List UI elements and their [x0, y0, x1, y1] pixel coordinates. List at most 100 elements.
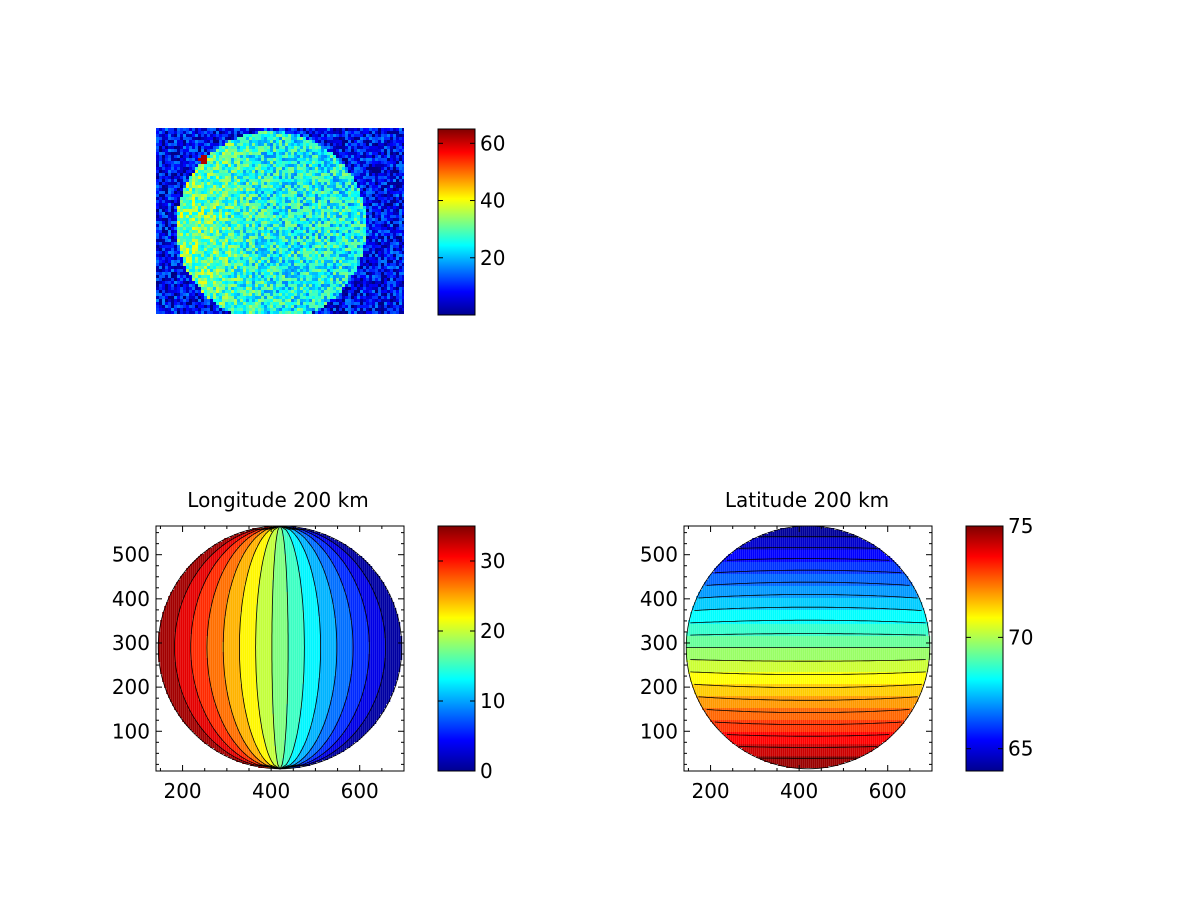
image-pixel [393, 296, 396, 299]
image-pixel [192, 200, 195, 203]
image-pixel [306, 287, 309, 290]
image-pixel [321, 305, 324, 308]
image-pixel [210, 299, 213, 302]
image-pixel [360, 170, 363, 173]
image-pixel [177, 218, 180, 221]
image-pixel [342, 146, 345, 149]
image-pixel [321, 242, 324, 245]
image-pixel [192, 140, 195, 143]
image-pixel [279, 257, 282, 260]
image-pixel [192, 170, 195, 173]
image-pixel [201, 233, 204, 236]
image-pixel [258, 197, 261, 200]
image-pixel [309, 209, 312, 212]
image-pixel [159, 308, 162, 311]
image-pixel [339, 128, 342, 131]
image-pixel [309, 248, 312, 251]
image-pixel [261, 242, 264, 245]
image-pixel [387, 170, 390, 173]
image-pixel [252, 155, 255, 158]
image-pixel [213, 254, 216, 257]
image-pixel [225, 197, 228, 200]
image-pixel [381, 191, 384, 194]
image-pixel [180, 296, 183, 299]
image-pixel [258, 143, 261, 146]
image-pixel [399, 284, 402, 287]
image-pixel [399, 173, 402, 176]
image-pixel [309, 236, 312, 239]
image-pixel [363, 131, 366, 134]
image-pixel [330, 263, 333, 266]
image-pixel [249, 245, 252, 248]
image-pixel [345, 260, 348, 263]
image-pixel [309, 128, 312, 131]
image-pixel [300, 296, 303, 299]
image-pixel [261, 275, 264, 278]
image-pixel [369, 203, 372, 206]
image-pixel [339, 236, 342, 239]
image-pixel [336, 275, 339, 278]
image-pixel [231, 158, 234, 161]
image-pixel [255, 245, 258, 248]
image-pixel [213, 146, 216, 149]
image-pixel [345, 266, 348, 269]
image-pixel [375, 158, 378, 161]
image-pixel [204, 278, 207, 281]
image-pixel [366, 158, 369, 161]
image-pixel [252, 242, 255, 245]
image-pixel [375, 215, 378, 218]
image-pixel [270, 239, 273, 242]
image-pixel [222, 137, 225, 140]
image-pixel [345, 299, 348, 302]
image-pixel [306, 152, 309, 155]
image-pixel [210, 152, 213, 155]
image-pixel [282, 128, 285, 131]
image-pixel [285, 263, 288, 266]
image-pixel [261, 263, 264, 266]
image-pixel [360, 197, 363, 200]
image-pixel [240, 149, 243, 152]
image-pixel [234, 158, 237, 161]
image-pixel [240, 179, 243, 182]
image-pixel [327, 305, 330, 308]
image-pixel [369, 155, 372, 158]
image-pixel [336, 185, 339, 188]
image-pixel [303, 236, 306, 239]
image-pixel [285, 257, 288, 260]
image-pixel [270, 134, 273, 137]
image-pixel [303, 275, 306, 278]
image-pixel [345, 164, 348, 167]
image-pixel [180, 188, 183, 191]
image-pixel [342, 203, 345, 206]
image-pixel [171, 209, 174, 212]
image-pixel [333, 224, 336, 227]
image-pixel [357, 140, 360, 143]
image-pixel [387, 260, 390, 263]
image-pixel [162, 203, 165, 206]
image-pixel [201, 236, 204, 239]
image-pixel [222, 293, 225, 296]
image-pixel [234, 233, 237, 236]
image-pixel [246, 242, 249, 245]
image-pixel [183, 221, 186, 224]
image-pixel [393, 269, 396, 272]
image-pixel [312, 251, 315, 254]
image-pixel [363, 266, 366, 269]
image-pixel [267, 239, 270, 242]
image-pixel [399, 263, 402, 266]
image-pixel [309, 140, 312, 143]
image-pixel [285, 155, 288, 158]
image-pixel [213, 155, 216, 158]
image-pixel [186, 152, 189, 155]
image-pixel [171, 137, 174, 140]
image-pixel [282, 290, 285, 293]
image-pixel [156, 221, 159, 224]
image-pixel [324, 209, 327, 212]
image-pixel [399, 293, 402, 296]
image-pixel [210, 191, 213, 194]
image-pixel [384, 179, 387, 182]
image-pixel [360, 203, 363, 206]
image-pixel [258, 200, 261, 203]
image-pixel [321, 131, 324, 134]
